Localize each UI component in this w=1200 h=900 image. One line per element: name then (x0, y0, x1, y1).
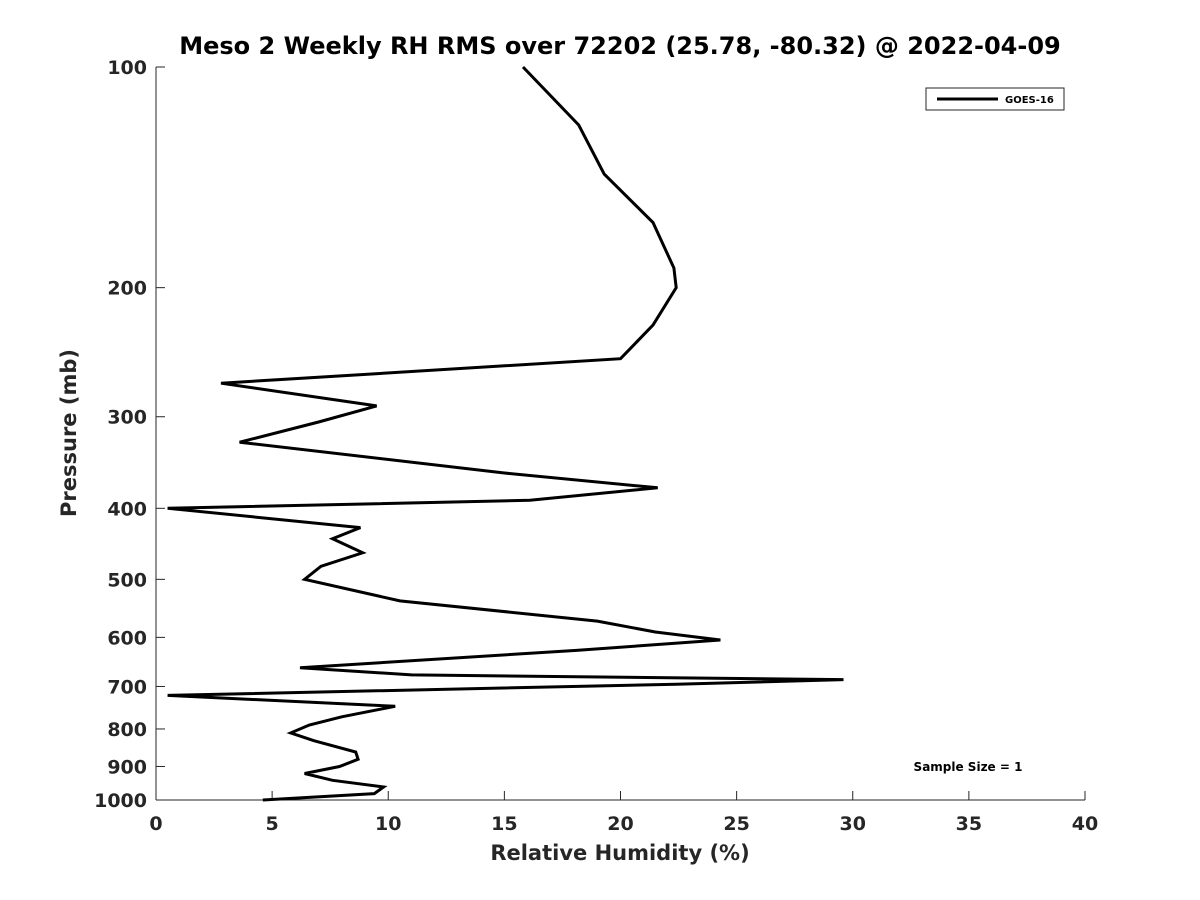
y-tick-label: 300 (107, 407, 147, 429)
plot-area: 0 5 10 15 20 25 30 35 40 100 200 300 400 500 600 700 800… (94, 57, 1098, 835)
sample-size-annotation: Sample Size = 1 (914, 760, 1023, 774)
x-tick-label: 25 (723, 813, 749, 835)
y-axis-label: Pressure (mb) (57, 349, 81, 517)
x-tick-label: 40 (1072, 813, 1098, 835)
y-tick-label: 200 (107, 278, 147, 300)
y-tick-label: 600 (107, 627, 147, 649)
y-tick-label: 1000 (94, 790, 147, 812)
y-tick-label: 500 (107, 569, 147, 591)
x-tick-label: 20 (607, 813, 633, 835)
legend: GOES-16 (925, 87, 1065, 111)
y-tick-label: 700 (107, 676, 147, 698)
x-tick-label: 10 (375, 813, 401, 835)
legend-label-goes-16: GOES-16 (1005, 95, 1054, 106)
x-tick-label: 5 (266, 813, 279, 835)
x-tick-label: 30 (840, 813, 866, 835)
x-axis-label: Relative Humidity (%) (490, 841, 749, 865)
y-tick-label: 400 (107, 498, 147, 520)
y-tick-label: 100 (107, 57, 147, 79)
y-tick-label: 900 (107, 756, 147, 778)
series-line-goes-16 (167, 65, 844, 802)
y-tick-label: 800 (107, 719, 147, 741)
chart-title: Meso 2 Weekly RH RMS over 72202 (25.78, … (179, 32, 1061, 60)
x-tick-label: 0 (149, 813, 162, 835)
x-tick-label: 15 (491, 813, 517, 835)
x-tick-label: 35 (956, 813, 982, 835)
